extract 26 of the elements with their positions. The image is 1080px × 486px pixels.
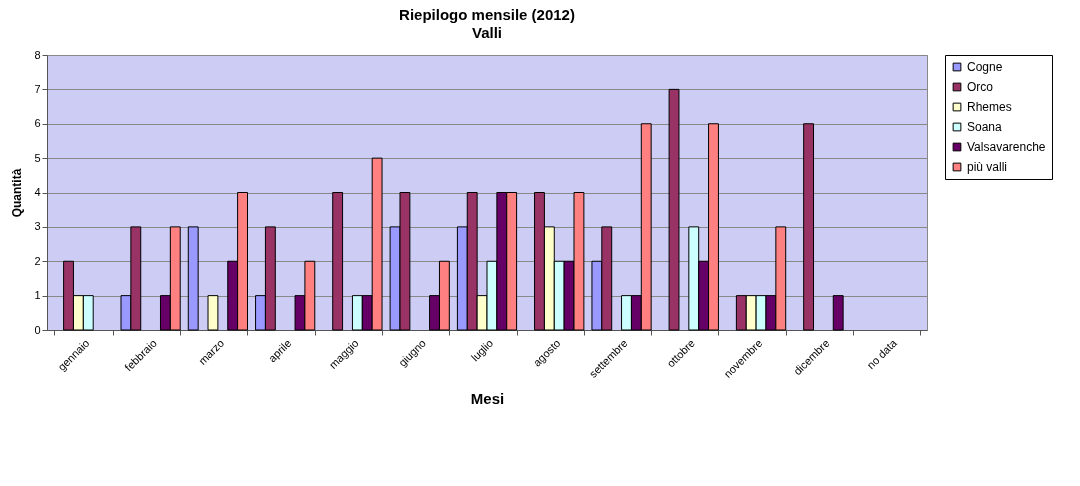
- bar: [332, 192, 344, 331]
- legend-label: Valsavarenche: [967, 140, 1046, 154]
- y-tick-label: 5: [34, 151, 41, 164]
- y-tick-label: 4: [34, 186, 41, 198]
- y-tick-label: 6: [34, 117, 41, 130]
- legend-label: Soana: [967, 120, 1003, 134]
- y-tick-label: 0: [34, 323, 41, 336]
- chart-subtitle: Valli: [471, 24, 503, 41]
- y-tick-label: 1: [34, 289, 41, 302]
- y-axis-title: Quantità: [10, 168, 25, 218]
- y-tick-label: 7: [34, 82, 41, 95]
- bar: [207, 295, 219, 331]
- x-tick-label: no data: [864, 336, 900, 372]
- y-tick-label: 3: [34, 220, 41, 233]
- legend-label: Cogne: [967, 60, 1003, 74]
- bar: [832, 295, 844, 331]
- legend-label: più valli: [967, 160, 1008, 174]
- y-tick-label: 8: [34, 48, 41, 61]
- chart-title: Riepilogo mensile (2012): [399, 6, 575, 23]
- x-axis-title: Mesi: [470, 389, 505, 407]
- legend-label: Orco: [967, 80, 994, 94]
- legend-label: Rhemes: [967, 100, 1012, 114]
- bar: [187, 226, 199, 331]
- bar: [668, 88, 680, 331]
- bar: [803, 123, 815, 331]
- y-tick-label: 2: [34, 254, 41, 267]
